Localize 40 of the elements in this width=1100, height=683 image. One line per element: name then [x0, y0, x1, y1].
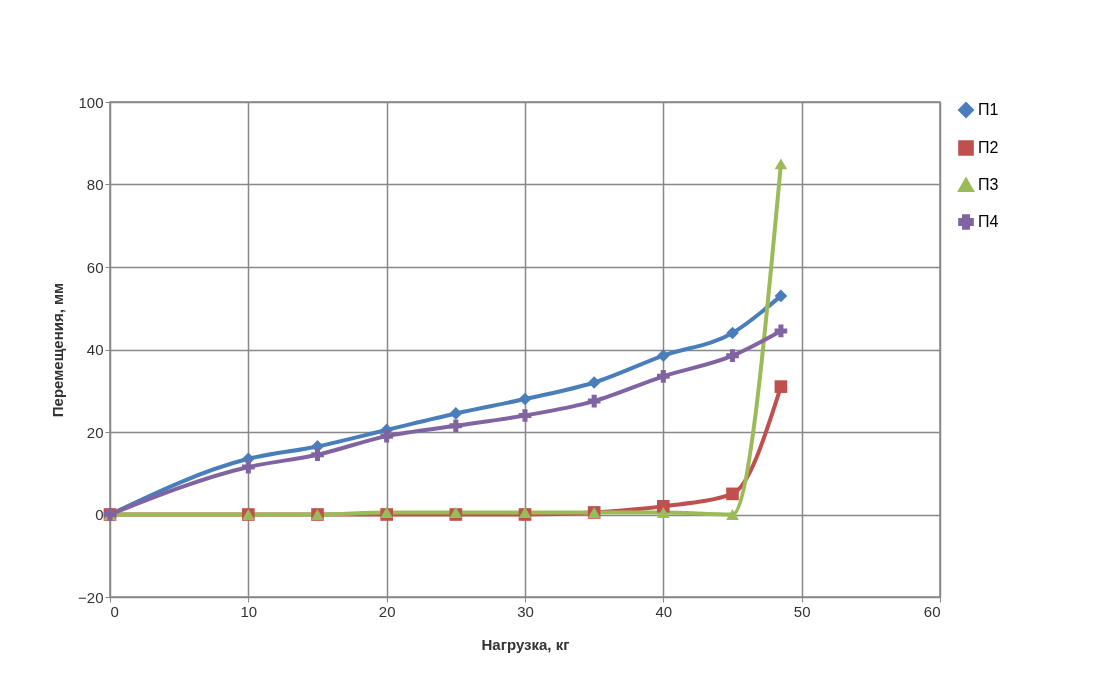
legend-label: П4 — [978, 213, 999, 230]
point — [726, 509, 739, 520]
y-tick-label: 60 — [86, 258, 104, 276]
point — [657, 506, 670, 518]
point — [657, 349, 670, 363]
point — [774, 380, 788, 393]
y-tick-label: 100 — [78, 93, 104, 111]
point — [449, 419, 463, 433]
x-tick-label: 10 — [240, 602, 258, 620]
point — [518, 409, 532, 422]
point — [774, 324, 788, 338]
point — [311, 448, 324, 462]
x-tick-label: 20 — [378, 602, 396, 620]
legend-label: П2 — [978, 139, 999, 156]
point — [726, 326, 739, 340]
y-axis-title: Перемещения, мм — [49, 282, 67, 418]
legend-label: П3 — [978, 176, 999, 193]
point — [726, 349, 739, 363]
point — [657, 369, 670, 383]
x-tick-label: 0 — [110, 602, 119, 620]
point — [587, 376, 601, 389]
point — [774, 289, 788, 303]
x-axis-title: Нагрузка, кг — [481, 635, 570, 653]
point — [449, 407, 463, 420]
x-tick-label: 60 — [923, 602, 941, 620]
y-tick-label: 80 — [86, 176, 104, 193]
y-tick-label: −20 — [78, 588, 104, 606]
legend-label: П1 — [978, 101, 999, 118]
point — [726, 487, 739, 501]
y-tick-label: 0 — [95, 506, 104, 523]
point — [774, 158, 788, 170]
point — [242, 460, 255, 474]
point — [380, 429, 393, 443]
x-tick-label: 40 — [655, 602, 673, 620]
y-tick-label: 40 — [86, 341, 104, 358]
x-tick-label: 30 — [517, 602, 534, 620]
x-tick-label: 50 — [793, 602, 811, 620]
y-tick-label: 20 — [86, 423, 104, 441]
point — [518, 392, 532, 406]
point — [587, 394, 601, 408]
